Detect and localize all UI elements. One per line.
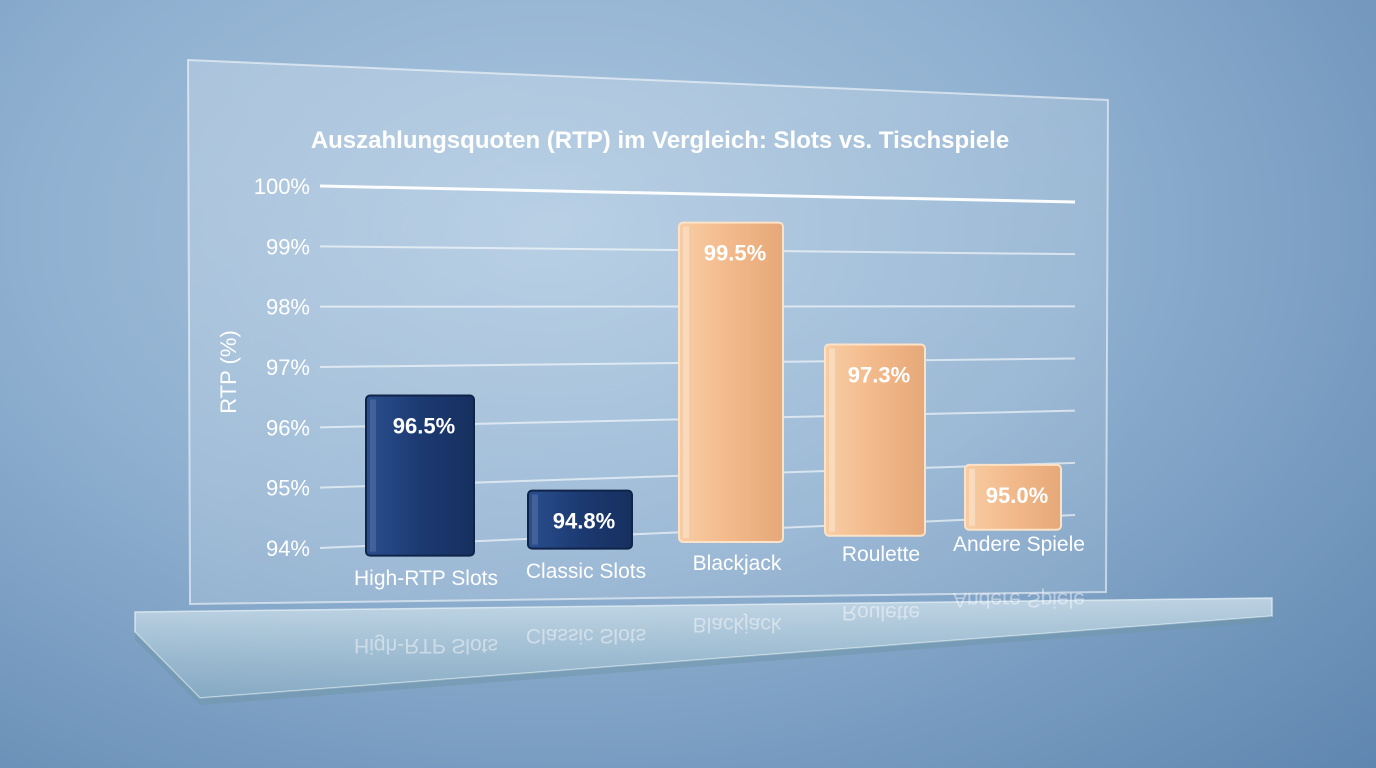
- y-axis-label: RTP (%): [216, 330, 241, 414]
- y-tick-label: 95%: [266, 476, 310, 501]
- x-category-label: Blackjack: [693, 552, 782, 575]
- bar-andere-spiele: [964, 463, 1062, 531]
- y-tick-label: 100%: [254, 174, 310, 199]
- x-category-label: Andere Spiele: [953, 533, 1085, 556]
- y-tick-label: 97%: [266, 355, 310, 380]
- bar-highlight: [683, 226, 689, 539]
- bar-highlight: [532, 494, 538, 545]
- category-reflection: Classic Slots: [526, 624, 646, 647]
- grid-line: [319, 184, 1076, 204]
- bar-highlight: [370, 399, 376, 552]
- x-category-label: Roulette: [842, 543, 920, 566]
- bar-high-rtp-slots: [365, 394, 475, 557]
- bar-classic-slots: [527, 489, 633, 550]
- bar-highlight: [829, 348, 835, 532]
- bar-value-label: 94.8%: [553, 509, 615, 534]
- bar-value-label: 95.0%: [986, 483, 1048, 508]
- category-reflection: High-RTP Slots: [354, 634, 498, 657]
- x-category-label: Classic Slots: [526, 560, 646, 583]
- bar-value-label: 96.5%: [393, 414, 455, 439]
- bar-value-label: 99.5%: [704, 241, 766, 266]
- chart-title: Auszahlungsquoten (RTP) im Vergleich: Sl…: [311, 127, 1009, 154]
- bar-blackjack: [678, 221, 784, 544]
- y-tick-label: 99%: [266, 234, 310, 259]
- category-reflection: Blackjack: [693, 613, 782, 636]
- y-tick-label: 98%: [266, 295, 310, 320]
- category-reflection: Roulette: [842, 601, 920, 624]
- glass-base: [134, 597, 1273, 705]
- y-tick-label: 94%: [266, 536, 310, 561]
- bar-value-label: 97.3%: [848, 362, 910, 387]
- bar-highlight: [969, 468, 975, 526]
- x-category-label: High-RTP Slots: [354, 567, 498, 590]
- category-reflection: Andere Spiele: [953, 588, 1085, 611]
- y-tick-label: 96%: [266, 415, 310, 440]
- bar-roulette: [824, 343, 926, 537]
